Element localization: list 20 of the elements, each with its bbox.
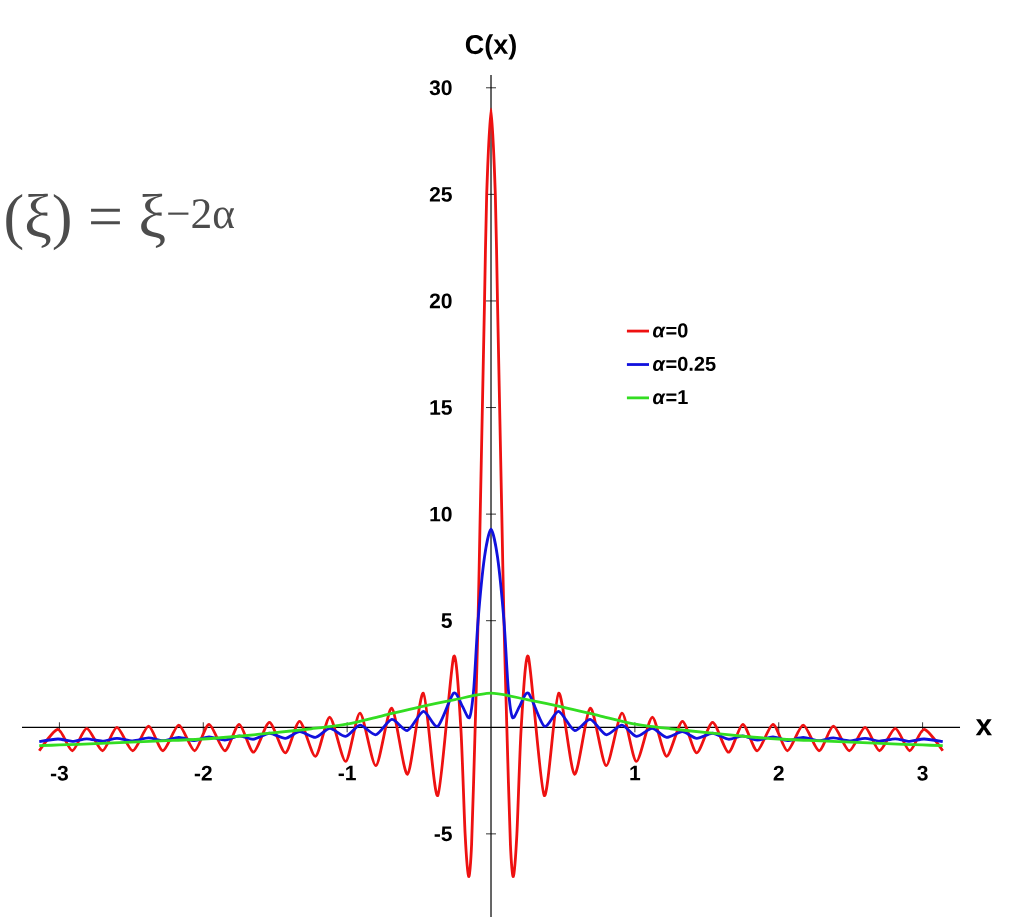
y-tick-label: 5 — [441, 613, 452, 629]
y-tick-label: 20 — [429, 293, 452, 309]
y-tick-label: -5 — [434, 826, 452, 842]
y-tick-label: 30 — [429, 80, 452, 96]
x-tick-label: 3 — [917, 765, 928, 781]
y-axis-title: C(x) — [465, 34, 516, 60]
legend-label: α=0 — [652, 323, 688, 338]
legend-label: α=1 — [652, 390, 688, 405]
x-tick-label: -2 — [194, 765, 212, 781]
x-tick-label: 1 — [630, 765, 641, 781]
x-axis-title: x — [975, 719, 992, 736]
x-tick-label: -3 — [50, 765, 68, 781]
y-tick-label: 10 — [430, 506, 452, 522]
x-tick-label: -1 — [338, 765, 356, 781]
legend-label: α=0.25 — [652, 356, 716, 371]
y-tick-label: 25 — [429, 186, 452, 202]
line-series — [37, 691, 945, 748]
y-tick-label: 15 — [430, 400, 452, 415]
annotation: (ξ) = ξ$^{−2α}$ — [6, 193, 234, 251]
x-tick-label: 2 — [773, 765, 784, 781]
